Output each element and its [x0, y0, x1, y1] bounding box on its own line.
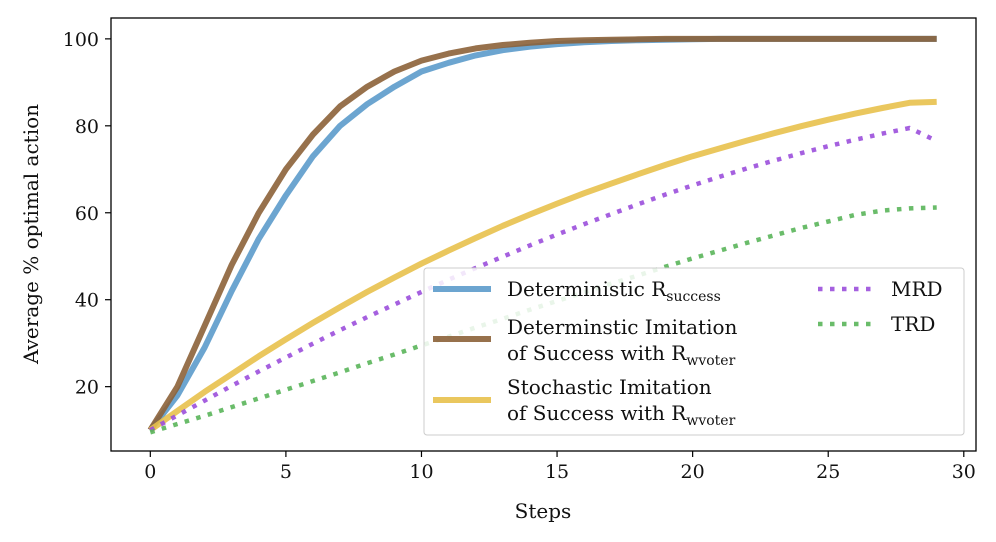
plot-area — [147, 35, 938, 435]
x-tick-label: 30 — [952, 461, 976, 483]
series-line-2 — [148, 98, 937, 433]
x-axis-ticks: 0 5 10 15 20 25 30 — [144, 451, 976, 483]
legend-label-1-line-0: Determinstic Imitation — [507, 315, 738, 339]
legend-subscript: success — [666, 289, 721, 305]
legend-label-2-line-0: Stochastic Imitation — [507, 375, 712, 399]
x-tick-label: 15 — [545, 461, 569, 483]
legend-label-3-line-0: MRD — [891, 277, 943, 301]
legend-label-2-line-1: of Success with Rwvoter — [507, 401, 736, 429]
y-tick-label: 100 — [63, 29, 99, 51]
y-tick-label: 60 — [75, 203, 99, 225]
y-tick-label: 80 — [75, 116, 99, 138]
legend-subscript: wvoter — [686, 413, 735, 429]
x-tick-label: 10 — [409, 461, 433, 483]
y-tick-label: 40 — [75, 290, 99, 312]
series-line-1 — [147, 35, 937, 432]
y-axis-label: Average % optimal action — [19, 104, 43, 365]
legend-label-text: Deterministic R — [507, 277, 667, 301]
legend-label-1-line-1: of Success with Rwvoter — [507, 341, 736, 369]
legend-subscript: wvoter — [686, 353, 735, 369]
x-tick-label: 20 — [681, 461, 705, 483]
x-tick-label: 0 — [144, 461, 156, 483]
series-layer — [147, 35, 938, 435]
legend-label-0-line-0: Deterministic Rsuccess — [507, 277, 721, 305]
x-tick-label: 25 — [816, 461, 840, 483]
x-axis-label: Steps — [515, 499, 572, 523]
legend-label-text: of Success with R — [507, 401, 687, 425]
legend-label-4-line-0: TRD — [891, 312, 935, 336]
y-tick-label: 20 — [75, 377, 99, 399]
y-axis-ticks: 20 40 60 80 100 — [63, 29, 111, 399]
legend-box — [423, 267, 965, 436]
legend-label-text: of Success with R — [507, 341, 687, 365]
x-tick-label: 5 — [280, 461, 292, 483]
legend: Deterministic Rsuccess Determinstic Imita… — [423, 267, 965, 436]
plot-frame — [110, 17, 977, 452]
series-line-4 — [149, 205, 937, 435]
legend-items: Deterministic Rsuccess Determinstic Imita… — [433, 277, 943, 429]
